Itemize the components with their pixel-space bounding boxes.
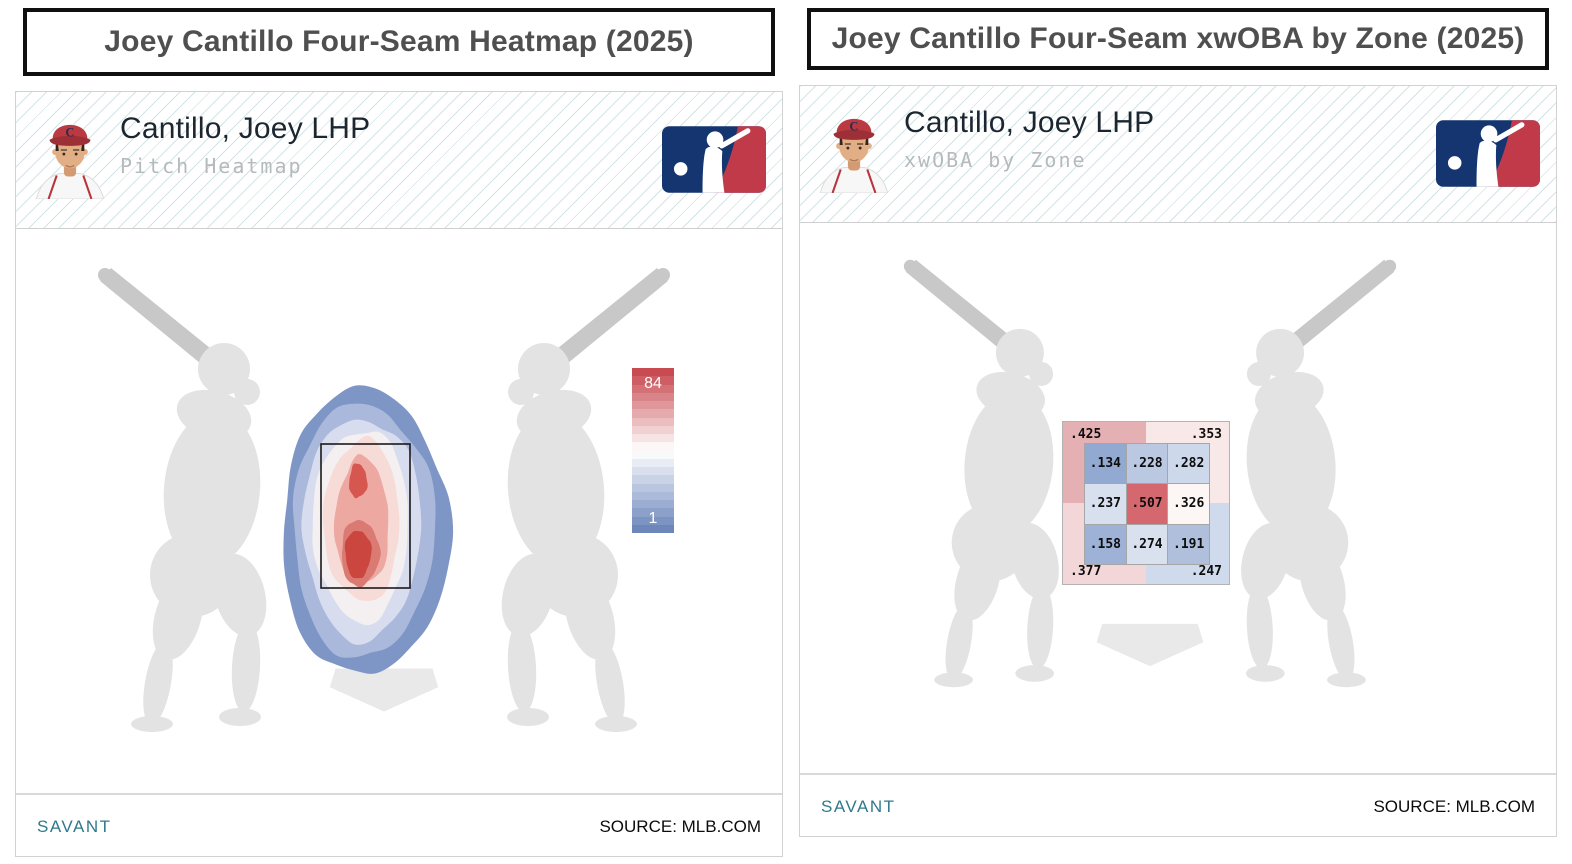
player-info: Cantillo, Joey LHP xwOBA by Zone: [904, 106, 1154, 172]
zone-card: Cantillo, Joey LHP xwOBA by Zone .425 .3…: [799, 85, 1557, 837]
source-label: SOURCE: MLB.COM: [599, 816, 761, 836]
card-subtitle: Pitch Heatmap: [120, 154, 303, 178]
zone-cell: .237: [1085, 484, 1126, 524]
heatmap-card-footer: SAVANT SOURCE: MLB.COM: [16, 793, 782, 858]
heat-scale-max-label: 84: [644, 375, 662, 392]
heatmap-title: Joey Cantillo Four-Seam Heatmap (2025): [104, 25, 694, 58]
zone-corner-value: .425: [1070, 427, 1102, 442]
strike-zone: [320, 443, 411, 589]
zone-cell: .282: [1168, 444, 1209, 484]
zone-cell: .134: [1085, 444, 1126, 484]
zone-inner-grid: .134 .228 .282 .237 .507 .326 .158 .274 …: [1084, 443, 1210, 565]
zone-cell: .228: [1126, 444, 1168, 484]
heatmap-card: Cantillo, Joey LHP Pitch Heatmap 84 1 SA…: [15, 91, 783, 857]
xwoba-zone-grid: .425 .353 .377 .247 .134 .228 .282: [1062, 421, 1230, 585]
zone-card-footer: SAVANT SOURCE: MLB.COM: [800, 773, 1556, 838]
player-name: Cantillo, Joey LHP: [904, 106, 1155, 139]
zone-corner-value: .353: [1190, 427, 1222, 442]
player-headshot: [35, 123, 105, 199]
zone-card-header: Cantillo, Joey LHP xwOBA by Zone: [800, 86, 1556, 223]
home-plate: [1096, 623, 1204, 667]
heat-scale: 84 1: [632, 368, 674, 533]
mlb-logo-icon[interactable]: [1436, 120, 1540, 187]
savant-link[interactable]: SAVANT: [37, 816, 112, 836]
zone-cell: .158: [1085, 524, 1126, 564]
zone-cell: .507: [1126, 484, 1168, 524]
card-subtitle: xwOBA by Zone: [904, 148, 1087, 172]
heatmap-card-header: Cantillo, Joey LHP Pitch Heatmap: [16, 92, 782, 229]
player-headshot: [819, 117, 889, 193]
zone-title-box: Joey Cantillo Four-Seam xwOBA by Zone (2…: [807, 8, 1549, 70]
zone-cell: .274: [1126, 524, 1168, 564]
player-name: Cantillo, Joey LHP: [120, 112, 371, 145]
heatmap-title-box: Joey Cantillo Four-Seam Heatmap (2025): [23, 8, 775, 76]
zone-plot-area: .425 .353 .377 .247 .134 .228 .282: [800, 223, 1556, 773]
player-info: Cantillo, Joey LHP Pitch Heatmap: [120, 112, 370, 178]
mlb-logo-icon[interactable]: [662, 126, 766, 193]
density-contours: [283, 385, 454, 674]
heatmap-plot-area: 84 1: [16, 229, 782, 793]
panel-heatmap: Joey Cantillo Four-Seam Heatmap (2025) C…: [15, 8, 783, 857]
heat-scale-gradient: [632, 368, 674, 533]
zone-corner-value: .377: [1070, 564, 1102, 579]
heat-scale-min-label: 1: [648, 510, 658, 527]
source-label: SOURCE: MLB.COM: [1373, 796, 1535, 816]
zone-cell: .326: [1168, 484, 1209, 524]
savant-link[interactable]: SAVANT: [821, 796, 896, 816]
zone-cell: .191: [1168, 524, 1209, 564]
zone-corner-value: .247: [1190, 564, 1222, 579]
zone-title: Joey Cantillo Four-Seam xwOBA by Zone (2…: [831, 22, 1525, 55]
panel-xwoba-zone: Joey Cantillo Four-Seam xwOBA by Zone (2…: [799, 8, 1557, 837]
